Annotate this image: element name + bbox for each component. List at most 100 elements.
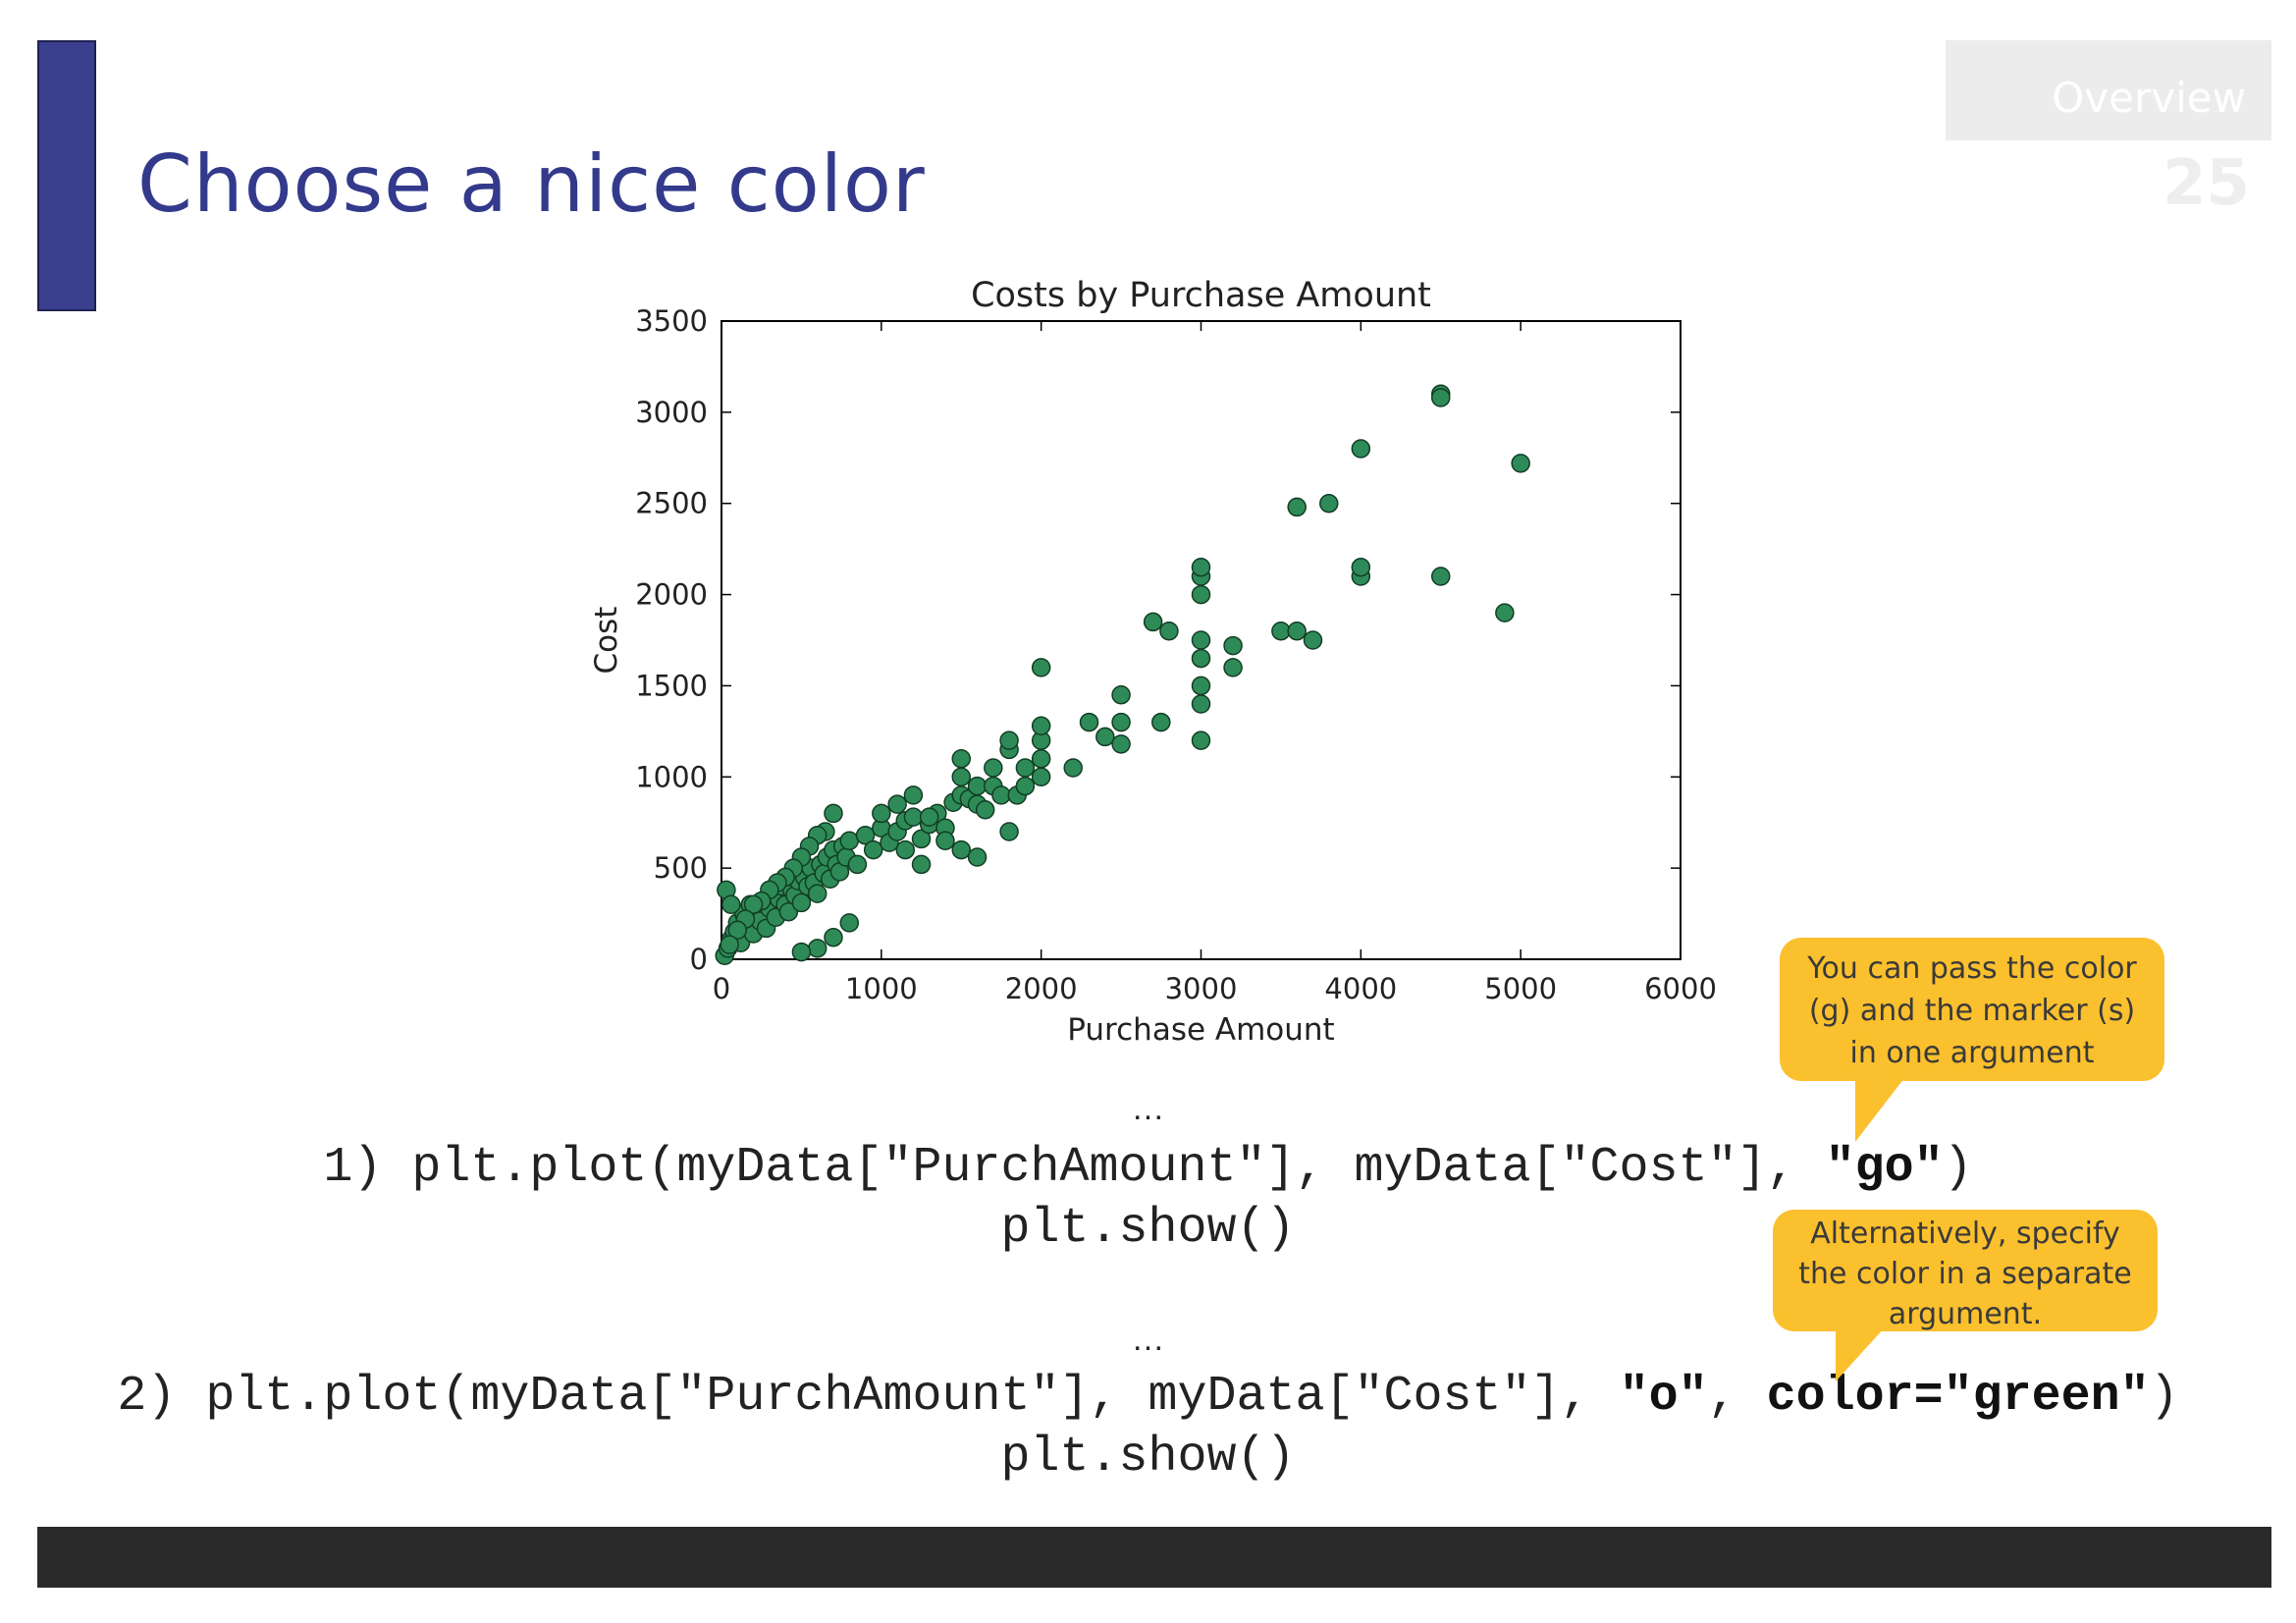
callout-1-line-2: (g) and the marker (s) — [1808, 994, 2136, 1028]
data-point — [1495, 603, 1515, 622]
data-point — [935, 831, 955, 851]
data-point — [903, 785, 924, 805]
code-line-1-arg: "go" — [1825, 1140, 1944, 1196]
data-point — [1111, 734, 1131, 754]
data-point — [1111, 712, 1131, 732]
data-point — [872, 803, 891, 824]
code-line-1: 1) plt.plot(myData["PurchAmount"], myDat… — [0, 1139, 2296, 1198]
data-point — [1191, 676, 1211, 696]
callout-combined-argument: You can pass the color (g) and the marke… — [1780, 938, 2164, 1081]
ellipsis-2: … — [1131, 1321, 1165, 1358]
callout-2-line-3: argument. — [1888, 1297, 2043, 1331]
data-point — [807, 884, 828, 903]
data-point — [1351, 439, 1371, 459]
data-point — [999, 822, 1019, 841]
data-point — [1031, 716, 1051, 736]
data-point — [1191, 630, 1211, 650]
data-point — [1191, 648, 1211, 669]
data-point — [721, 894, 741, 915]
x-tick-label: 2000 — [1005, 972, 1078, 1005]
code-line-2: 2) plt.plot(myData["PurchAmount"], myDat… — [0, 1368, 2296, 1427]
data-point — [1351, 557, 1371, 577]
data-point — [951, 748, 971, 769]
ellipsis-1: … — [1131, 1090, 1165, 1127]
data-point — [807, 939, 828, 958]
data-point — [967, 847, 988, 867]
data-point — [975, 799, 995, 820]
data-point — [951, 767, 971, 787]
data-point — [1431, 567, 1451, 586]
data-point — [991, 785, 1011, 805]
data-point — [727, 920, 748, 941]
data-point — [824, 803, 843, 824]
data-point — [1223, 658, 1243, 677]
code-line-2-suffix: ) — [2149, 1369, 2179, 1425]
data-point — [839, 913, 860, 933]
data-point — [1287, 621, 1307, 641]
data-point — [1511, 454, 1530, 473]
data-point — [791, 942, 812, 962]
section-tab[interactable]: Overview — [1946, 40, 2271, 140]
x-tick-label: 3000 — [1165, 972, 1238, 1005]
data-point — [743, 894, 764, 915]
x-tick-label: 1000 — [845, 972, 918, 1005]
y-tick-label: 1000 — [635, 760, 708, 793]
data-point — [1015, 776, 1036, 796]
code-line-2-arg2: color="green" — [1766, 1369, 2150, 1425]
data-point — [1095, 727, 1115, 747]
data-point — [895, 839, 916, 860]
data-point — [1319, 493, 1339, 514]
y-tick-label: 3000 — [635, 396, 708, 429]
data-point — [1191, 694, 1211, 714]
x-tick-label: 4000 — [1324, 972, 1397, 1005]
x-tick-label: 0 — [713, 972, 730, 1005]
data-point — [1079, 712, 1099, 732]
x-axis-label: Purchase Amount — [1067, 1012, 1334, 1048]
data-point — [1151, 712, 1171, 732]
data-point — [919, 807, 939, 827]
chart-title: Costs by Purchase Amount — [971, 276, 1431, 315]
x-tick-label: 6000 — [1644, 972, 1717, 1005]
data-point — [1431, 388, 1451, 407]
data-point — [1031, 658, 1051, 677]
code-line-1-show: plt.show() — [1000, 1201, 1296, 1257]
data-point — [1191, 730, 1211, 750]
data-point — [1063, 758, 1083, 778]
callout-separate-argument: Alternatively, specify the color in a se… — [1773, 1210, 2158, 1331]
y-tick-label: 500 — [654, 851, 708, 885]
data-point — [1271, 621, 1291, 641]
data-point — [1031, 748, 1051, 769]
code-line-2-arg1: "o" — [1619, 1369, 1708, 1425]
accent-bar — [37, 40, 96, 311]
callout-2-line-2: the color in a separate — [1798, 1257, 2132, 1291]
code-line-1-suffix: ) — [1943, 1140, 1973, 1196]
data-point — [839, 831, 860, 851]
code-line-2-prefix: 2) plt.plot(myData["PurchAmount"], myDat… — [117, 1369, 1620, 1425]
data-point — [1159, 621, 1179, 641]
data-point — [1287, 497, 1307, 517]
scatter-chart: Costs by Purchase Amount 0 1000 2000 3000 400… — [589, 276, 1717, 1048]
page-number: 25 — [2162, 147, 2250, 220]
y-tick-label: 1500 — [635, 669, 708, 702]
data-point — [951, 839, 971, 860]
data-point — [824, 927, 843, 947]
callout-2-line-1: Alternatively, specify — [1810, 1217, 2120, 1251]
footer-bar — [37, 1527, 2271, 1588]
data-point — [903, 807, 924, 827]
data-point — [1031, 767, 1051, 787]
data-point — [967, 776, 988, 796]
data-point — [1015, 758, 1036, 778]
data-point — [847, 854, 868, 875]
y-tick-label: 3500 — [635, 304, 708, 338]
data-point — [999, 730, 1019, 750]
data-point — [911, 854, 932, 875]
code-line-2-sep: , — [1707, 1369, 1767, 1425]
callout-1-line-3: in one argument — [1849, 1036, 2095, 1070]
y-tick-label: 2500 — [635, 487, 708, 520]
data-point — [863, 839, 883, 860]
data-point — [1191, 557, 1211, 577]
data-point — [911, 829, 932, 849]
y-axis-label: Cost — [589, 607, 624, 675]
section-tab-label: Overview — [2052, 74, 2246, 122]
data-point — [1191, 584, 1211, 605]
